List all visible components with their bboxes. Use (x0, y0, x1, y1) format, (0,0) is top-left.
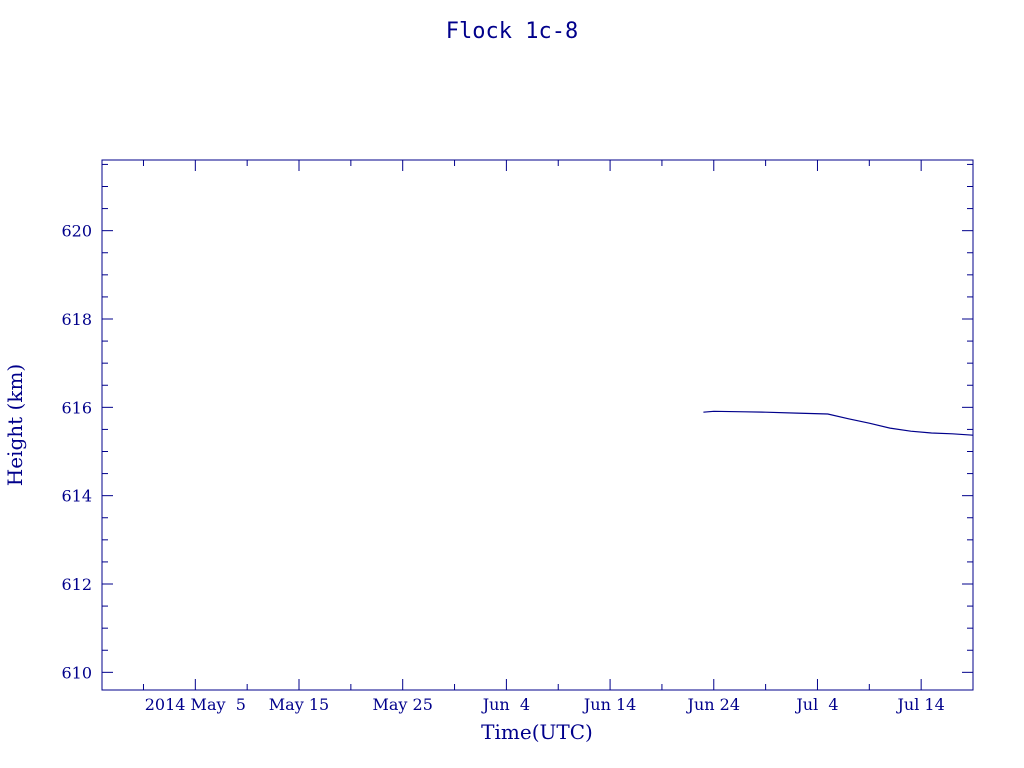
y-tick-label: 616 (61, 398, 92, 417)
y-axis-tick-labels: 610 612 614 616 618 620 (61, 222, 92, 683)
x-tick-label: Jun 4 (481, 695, 530, 714)
x-axis-ticks (194, 160, 922, 690)
y-tick-label: 612 (61, 575, 92, 594)
x-axis-tick-labels: 2014 May 5 May 15 May 25 Jun 4 Jun 14 Jun 24 J… (145, 695, 945, 714)
x-tick-label: Jun 24 (686, 695, 740, 714)
x-tick-label: May 25 (372, 695, 432, 714)
plot-frame (101, 159, 974, 691)
y-tick-label: 620 (61, 222, 92, 241)
chart-title: Flock 1c-8 (446, 19, 578, 44)
y-tick-label: 618 (61, 310, 92, 329)
y-axis-ticks (102, 230, 973, 673)
x-tick-label: Jul 14 (896, 695, 945, 714)
y-tick-label: 614 (61, 487, 92, 506)
x-axis-label: Time(UTC) (481, 720, 593, 744)
y-tick-label: 610 (61, 663, 92, 682)
minor-ticks (102, 160, 974, 690)
x-tick-label: Jul 4 (794, 695, 838, 714)
x-tick-label: May 15 (269, 695, 329, 714)
x-tick-label: 2014 May 5 (145, 695, 246, 714)
series-group (703, 410, 974, 436)
x-tick-label: Jun 14 (582, 695, 636, 714)
series-line (703, 410, 974, 436)
y-axis-label: Height (km) (3, 364, 27, 486)
